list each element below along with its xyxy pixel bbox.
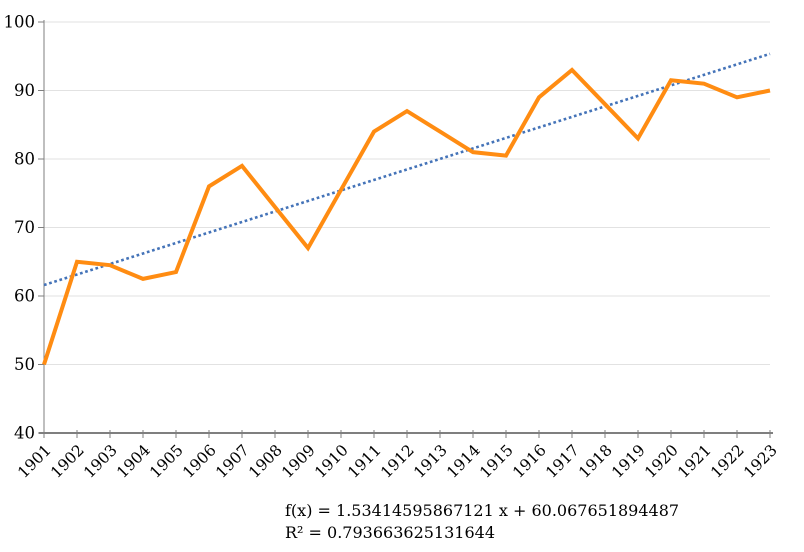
x-tick-label: 1919 bbox=[608, 441, 649, 482]
y-tick-label: 60 bbox=[14, 287, 35, 306]
x-tick-label: 1917 bbox=[542, 441, 583, 482]
trendline bbox=[43, 52, 771, 287]
x-tick-label: 1915 bbox=[476, 441, 517, 482]
y-tick-label: 80 bbox=[14, 150, 35, 169]
x-tick-label: 1918 bbox=[575, 441, 616, 482]
y-tick-label: 70 bbox=[14, 218, 35, 237]
r-squared-line: R² = 0.793663625131644 bbox=[285, 523, 495, 542]
y-tick-label: 50 bbox=[14, 355, 35, 374]
y-tick-label: 100 bbox=[4, 13, 36, 32]
x-tick-label: 1913 bbox=[410, 441, 451, 482]
x-tick-label: 1909 bbox=[278, 441, 319, 482]
x-tick-label: 1910 bbox=[311, 441, 352, 482]
x-tick-label: 1908 bbox=[245, 441, 286, 482]
x-tick-label: 1921 bbox=[674, 441, 715, 482]
x-tick-label: 1902 bbox=[47, 441, 88, 482]
x-tick-label: 1914 bbox=[443, 441, 484, 482]
x-tick-label: 1907 bbox=[212, 441, 253, 482]
x-tick-label: 1920 bbox=[641, 441, 682, 482]
equation-line: f(x) = 1.53414595867121 x + 60.067651894… bbox=[285, 501, 680, 520]
x-tick-label: 1911 bbox=[344, 441, 385, 482]
data-series-line bbox=[42, 67, 771, 366]
x-tick-label: 1905 bbox=[146, 441, 187, 482]
trendline-equation-block: f(x) = 1.53414595867121 x + 60.067651894… bbox=[285, 500, 679, 544]
x-tick-label: 1923 bbox=[740, 441, 781, 482]
x-tick-label: 1916 bbox=[509, 441, 550, 482]
x-tick-label: 1912 bbox=[377, 441, 418, 482]
x-tick-label: 1901 bbox=[14, 441, 55, 482]
x-tick-label: 1904 bbox=[113, 441, 154, 482]
y-tick-label: 90 bbox=[14, 81, 35, 100]
x-tick-label: 1906 bbox=[179, 441, 220, 482]
y-tick-label: 40 bbox=[14, 424, 35, 443]
x-tick-label: 1922 bbox=[707, 441, 748, 482]
x-tick-label: 1903 bbox=[80, 441, 121, 482]
